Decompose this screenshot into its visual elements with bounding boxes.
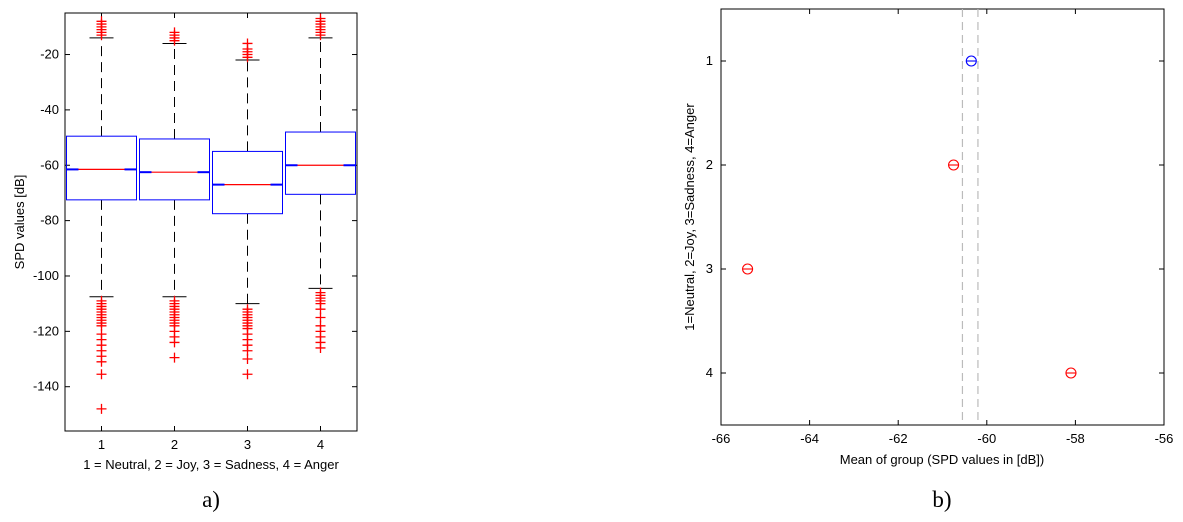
boxplot-x-tick-label: 1 xyxy=(98,437,105,452)
boxplot-caption: a) xyxy=(202,487,220,512)
boxplot-outlier-marker xyxy=(97,357,107,367)
boxplot-outlier-marker xyxy=(243,354,253,364)
boxplot-y-tick-label: -140 xyxy=(33,379,59,394)
boxplot-y-axis-label: SPD values [dB] xyxy=(12,175,27,270)
boxplot-y-tick-label: -80 xyxy=(40,213,59,228)
boxplot-outlier-marker xyxy=(97,16,107,26)
boxplot-outlier-marker xyxy=(243,369,253,379)
boxplot-x-tick-label: 2 xyxy=(171,437,178,452)
boxplot-outlier-marker xyxy=(97,369,107,379)
scatter-x-tick-label: -58 xyxy=(1066,431,1085,446)
boxplot-outlier-marker xyxy=(316,343,326,353)
boxplot-y-tick-label: -120 xyxy=(33,323,59,338)
boxplot-outlier-marker xyxy=(170,337,180,347)
scatter-y-tick-label: 4 xyxy=(706,365,713,380)
boxplot-x-tick-label: 4 xyxy=(317,437,324,452)
scatter-panel: -66 -64 -62 -60 -58 -56 1 2 3 4 Mean of group (SP… xyxy=(682,9,1173,512)
scatter-y-tick-label: 3 xyxy=(706,261,713,276)
boxplot-outlier-marker xyxy=(316,14,326,24)
boxplot-y-tick-label: -40 xyxy=(40,102,59,117)
scatter-x-tick-label: -62 xyxy=(889,431,908,446)
scatter-marks xyxy=(743,9,1076,425)
scatter-ticks: -66 -64 -62 -60 -58 -56 1 2 3 4 xyxy=(706,9,1174,446)
boxplot-box xyxy=(140,139,210,200)
boxplot-panel: -20 -40 -60 -80 -100 -120 -140 1 2 3 4 1 = Neutral… xyxy=(12,13,357,512)
scatter-y-tick-label: 1 xyxy=(706,53,713,68)
boxplot-box xyxy=(286,132,356,194)
scatter-caption: b) xyxy=(932,487,951,512)
scatter-y-axis-label: 1=Neutral, 2=Joy, 3=Sadness, 4=Anger xyxy=(682,103,697,331)
boxplot-box xyxy=(67,136,137,200)
boxplot-marks xyxy=(67,14,356,414)
boxplot-outlier-marker xyxy=(170,27,180,37)
scatter-x-tick-label: -64 xyxy=(800,431,819,446)
boxplot-x-tick-label: 3 xyxy=(244,437,251,452)
boxplot-outlier-marker xyxy=(170,353,180,363)
boxplot-outlier-marker xyxy=(243,38,253,48)
boxplot-y-tick-label: -100 xyxy=(33,268,59,283)
scatter-axes-frame xyxy=(721,9,1164,425)
boxplot-y-tick-label: -60 xyxy=(40,157,59,172)
scatter-x-tick-label: -66 xyxy=(712,431,731,446)
scatter-y-tick-label: 2 xyxy=(706,157,713,172)
boxplot-y-tick-label: -20 xyxy=(40,47,59,62)
boxplot-axes-frame xyxy=(65,13,357,431)
scatter-x-tick-label: -60 xyxy=(977,431,996,446)
boxplot-x-axis-label: 1 = Neutral, 2 = Joy, 3 = Sadness, 4 = A… xyxy=(83,457,339,472)
boxplot-outlier-marker xyxy=(97,404,107,414)
boxplot-box xyxy=(213,151,283,213)
boxplot-ticks: -20 -40 -60 -80 -100 -120 -140 1 2 3 4 xyxy=(33,13,357,452)
scatter-x-axis-label: Mean of group (SPD values in [dB]) xyxy=(840,452,1045,467)
scatter-x-tick-label: -56 xyxy=(1155,431,1174,446)
